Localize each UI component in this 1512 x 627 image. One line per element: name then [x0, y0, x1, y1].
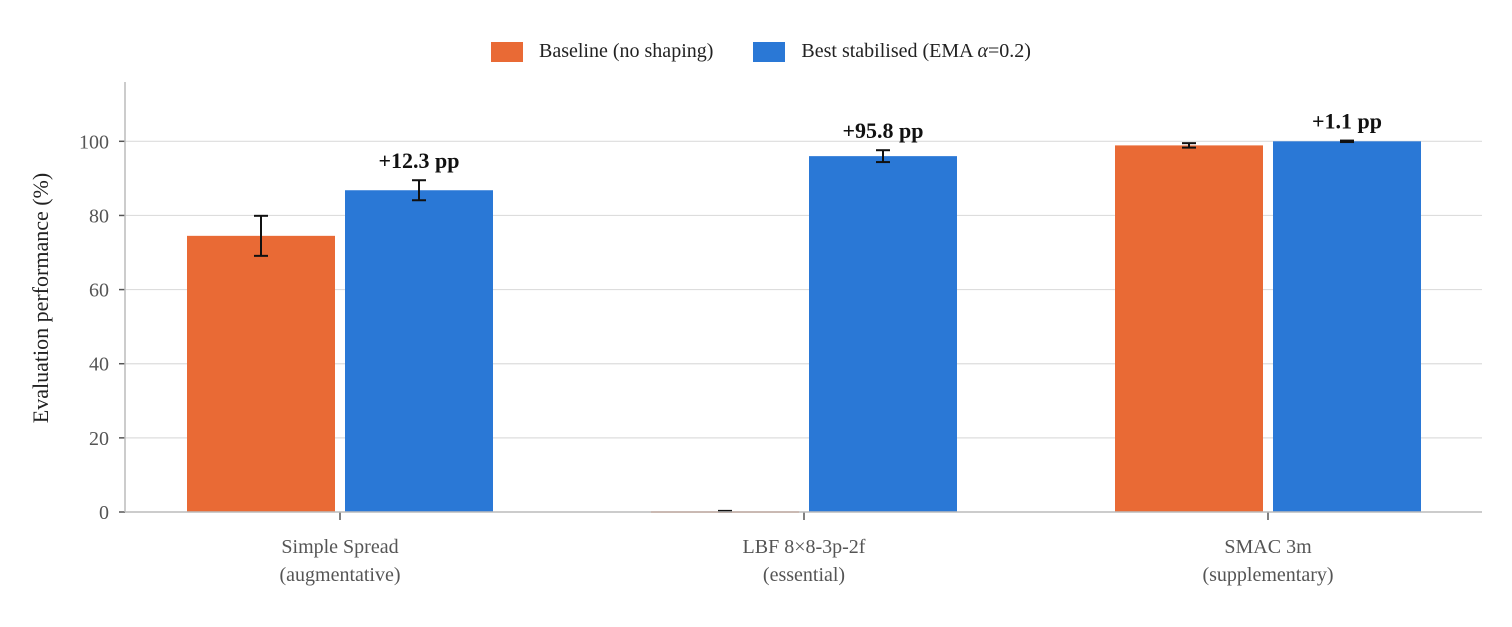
bar-stabilised	[1273, 141, 1421, 512]
legend-item-baseline: Baseline (no shaping)	[491, 40, 713, 63]
x-tick-label: LBF 8×8-3p-2f	[743, 536, 866, 558]
legend-swatch-stabilised	[753, 41, 786, 62]
delta-annotation: +1.1 pp	[1312, 109, 1382, 134]
y-axis-label: Evaluation performance (%)	[28, 173, 53, 423]
error-bar	[876, 149, 890, 164]
y-tick-label: 40	[89, 354, 109, 376]
bars	[187, 141, 1421, 513]
delta-annotation: +95.8 pp	[842, 118, 923, 143]
bar-baseline	[1115, 145, 1263, 512]
bar-stabilised	[809, 156, 957, 512]
y-tick-label: 80	[89, 205, 109, 227]
legend-label-stabilised-suffix: =0.2)	[988, 40, 1031, 62]
x-tick-sublabel: (supplementary)	[1202, 564, 1333, 586]
axes: 0 20 40 60 80 100 Simple Spread (augmentative) L…	[79, 82, 1482, 586]
legend: Baseline (no shaping) Best stabilised (E…	[491, 40, 1071, 63]
x-tick-sublabel: (essential)	[763, 564, 845, 586]
legend-label-baseline: Baseline (no shaping)	[539, 40, 714, 62]
x-tick-label: SMAC 3m	[1224, 536, 1312, 558]
legend-swatch-baseline	[491, 41, 523, 62]
legend-label-stabilised-symbol: α	[977, 40, 989, 62]
error-bar	[1340, 139, 1354, 144]
y-tick-label: 0	[99, 502, 109, 524]
annotations: +12.3 pp +95.8 pp +1.1 pp	[378, 109, 1382, 174]
x-tick-label: Simple Spread	[281, 536, 398, 558]
y-tick-label: 100	[79, 131, 109, 153]
error-bar	[1182, 142, 1196, 149]
y-tick-label: 60	[89, 280, 109, 302]
x-tick-sublabel: (augmentative)	[279, 564, 400, 586]
error-bar	[412, 179, 426, 202]
y-tick-label: 20	[89, 428, 109, 450]
legend-item-stabilised: Best stabilised (EMA α=0.2)	[753, 40, 1031, 63]
bar-baseline	[187, 235, 335, 512]
legend-label-stabilised-prefix: Best stabilised (EMA	[801, 40, 978, 62]
error-bar	[254, 214, 268, 257]
delta-annotation: +12.3 pp	[378, 148, 459, 173]
bar-stabilised	[345, 190, 493, 512]
legend-label-stabilised: Best stabilised (EMA α=0.2)	[801, 40, 1031, 63]
